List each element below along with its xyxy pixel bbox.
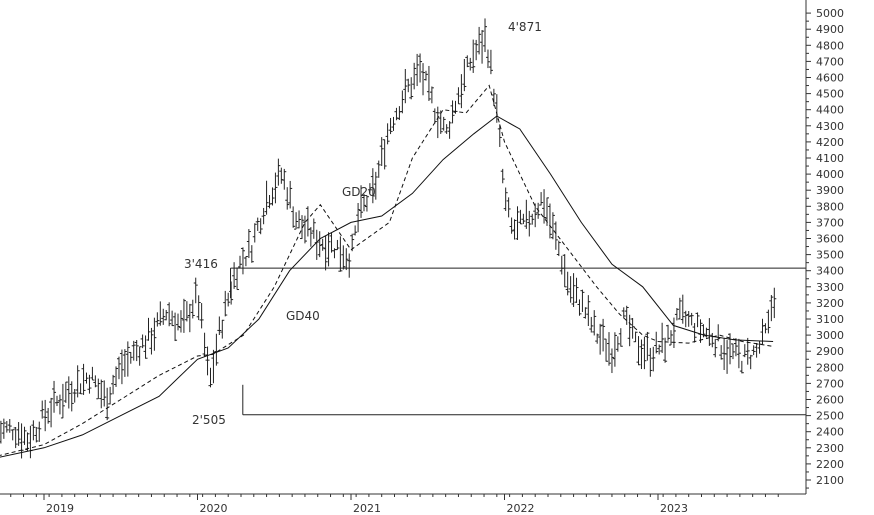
y-tick-label: 3400: [816, 265, 844, 278]
y-tick-label: 2300: [816, 442, 844, 455]
peak-label: 4'871: [508, 20, 542, 34]
y-tick-label: 3100: [816, 313, 844, 326]
low-label: 2'505: [192, 413, 226, 427]
y-tick-label: 4700: [816, 55, 844, 68]
y-tick-label: 3600: [816, 233, 844, 246]
y-tick-label: 2400: [816, 426, 844, 439]
y-tick-label: 2900: [816, 345, 844, 358]
y-tick-label: 2500: [816, 410, 844, 423]
y-tick-label: 4500: [816, 88, 844, 101]
y-tick-label: 2700: [816, 377, 844, 390]
y-tick-label: 4900: [816, 23, 844, 36]
axes: 2100 2200 2300 2400 2500 2600 2700 2800 2900 3000…: [0, 0, 844, 515]
x-tick-label: 2019: [46, 502, 74, 515]
annotations: 4'871 3'416 2'505 GD20 GD40: [184, 20, 542, 427]
y-tick-label: 2200: [816, 458, 844, 471]
y-tick-label: 3000: [816, 329, 844, 342]
x-tick-label: 2023: [660, 502, 688, 515]
plot-area: [0, 18, 806, 459]
y-tick-label: 4600: [816, 72, 844, 85]
y-tick-label: 3800: [816, 200, 844, 213]
x-tick-label: 2021: [353, 502, 381, 515]
y-tick-label: 4200: [816, 136, 844, 149]
y-tick-label: 4000: [816, 168, 844, 181]
high-label: 3'416: [184, 257, 218, 271]
y-tick-label: 2100: [816, 474, 844, 487]
x-tick-label: 2022: [507, 502, 535, 515]
y-tick-label: 2800: [816, 361, 844, 374]
ma20-label: GD20: [342, 185, 376, 199]
y-tick-label: 2600: [816, 394, 844, 407]
y-tick-label: 4100: [816, 152, 844, 165]
y-tick-label: 5000: [816, 7, 844, 20]
y-tick-label: 4800: [816, 39, 844, 52]
x-tick-label: 2020: [200, 502, 228, 515]
y-tick-label: 3200: [816, 297, 844, 310]
y-tick-label: 3700: [816, 216, 844, 229]
y-tick-label: 3300: [816, 281, 844, 294]
y-tick-label: 4400: [816, 104, 844, 117]
y-tick-label: 3500: [816, 249, 844, 262]
y-tick-label: 4300: [816, 120, 844, 133]
ma-line-gd20: [0, 84, 774, 456]
ma-line-gd40: [0, 115, 774, 458]
ma40-label: GD40: [286, 309, 320, 323]
y-tick-label: 3900: [816, 184, 844, 197]
